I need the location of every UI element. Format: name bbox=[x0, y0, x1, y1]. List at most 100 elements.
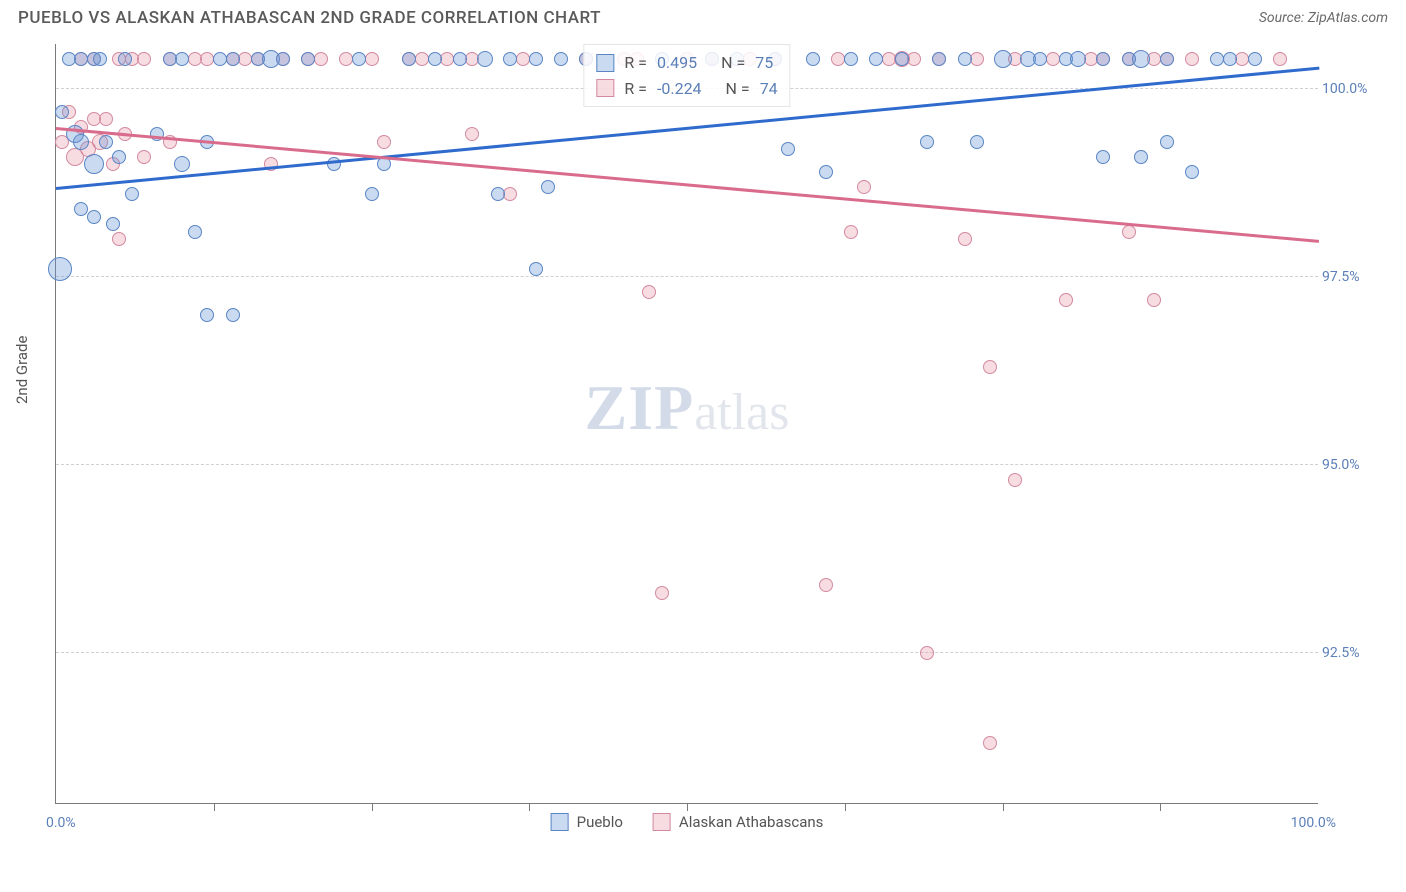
data-point-series1[interactable] bbox=[1033, 52, 1047, 66]
gridline-h bbox=[56, 464, 1318, 465]
data-point-series2[interactable] bbox=[907, 52, 921, 66]
data-point-series1[interactable] bbox=[781, 142, 795, 156]
data-point-series1[interactable] bbox=[869, 52, 883, 66]
data-point-series1[interactable] bbox=[554, 52, 568, 66]
data-point-series1[interactable] bbox=[84, 154, 104, 174]
data-point-series2[interactable] bbox=[970, 52, 984, 66]
source-attribution: Source: ZipAtlas.com bbox=[1259, 10, 1388, 26]
data-point-series1[interactable] bbox=[150, 127, 164, 141]
data-point-series1[interactable] bbox=[503, 52, 517, 66]
data-point-series1[interactable] bbox=[541, 180, 555, 194]
data-point-series2[interactable] bbox=[503, 187, 517, 201]
r-label: R = bbox=[624, 76, 647, 102]
data-point-series2[interactable] bbox=[1008, 473, 1022, 487]
data-point-series1[interactable] bbox=[188, 225, 202, 239]
data-point-series2[interactable] bbox=[137, 52, 151, 66]
data-point-series1[interactable] bbox=[970, 135, 984, 149]
series2-swatch bbox=[596, 79, 614, 97]
data-point-series1[interactable] bbox=[1134, 150, 1148, 164]
data-point-series2[interactable] bbox=[1273, 52, 1287, 66]
data-point-series2[interactable] bbox=[1185, 52, 1199, 66]
data-point-series1[interactable] bbox=[491, 187, 505, 201]
stats-row-series1: R = 0.495 N = 75 bbox=[596, 50, 777, 76]
series2-swatch-icon bbox=[653, 813, 671, 831]
data-point-series1[interactable] bbox=[276, 52, 290, 66]
data-point-series1[interactable] bbox=[477, 51, 493, 67]
data-point-series1[interactable] bbox=[365, 187, 379, 201]
watermark: ZIPatlas bbox=[585, 371, 790, 445]
trend-line-series2 bbox=[56, 127, 1319, 242]
data-point-series1[interactable] bbox=[106, 217, 120, 231]
data-point-series1[interactable] bbox=[301, 52, 315, 66]
data-point-series2[interactable] bbox=[1147, 293, 1161, 307]
series2-n-value: 74 bbox=[760, 76, 778, 102]
y-axis-label: 2nd Grade bbox=[13, 336, 31, 404]
data-point-series2[interactable] bbox=[920, 646, 934, 660]
data-point-series1[interactable] bbox=[118, 52, 132, 66]
data-point-series1[interactable] bbox=[994, 50, 1012, 68]
data-point-series1[interactable] bbox=[529, 52, 543, 66]
data-point-series2[interactable] bbox=[857, 180, 871, 194]
data-point-series2[interactable] bbox=[465, 127, 479, 141]
data-point-series1[interactable] bbox=[99, 135, 113, 149]
data-point-series2[interactable] bbox=[365, 52, 379, 66]
data-point-series1[interactable] bbox=[453, 52, 467, 66]
chart-container: 2nd Grade ZIPatlas R = 0.495 N = 75 R = … bbox=[55, 34, 1388, 834]
data-point-series1[interactable] bbox=[920, 135, 934, 149]
data-point-series2[interactable] bbox=[137, 150, 151, 164]
series1-n-value: 75 bbox=[755, 50, 773, 76]
data-point-series1[interactable] bbox=[819, 165, 833, 179]
data-point-series1[interactable] bbox=[402, 52, 416, 66]
data-point-series1[interactable] bbox=[174, 156, 190, 172]
data-point-series1[interactable] bbox=[87, 210, 101, 224]
data-point-series2[interactable] bbox=[1059, 293, 1073, 307]
data-point-series1[interactable] bbox=[226, 308, 240, 322]
data-point-series1[interactable] bbox=[844, 52, 858, 66]
data-point-series1[interactable] bbox=[529, 262, 543, 276]
x-axis-min-label: 0.0% bbox=[46, 815, 76, 831]
data-point-series2[interactable] bbox=[655, 586, 669, 600]
data-point-series1[interactable] bbox=[1248, 52, 1262, 66]
data-point-series2[interactable] bbox=[112, 232, 126, 246]
data-point-series1[interactable] bbox=[1132, 50, 1150, 68]
data-point-series2[interactable] bbox=[1122, 225, 1136, 239]
data-point-series1[interactable] bbox=[1223, 52, 1237, 66]
data-point-series1[interactable] bbox=[93, 52, 107, 66]
data-point-series1[interactable] bbox=[1070, 51, 1086, 67]
data-point-series1[interactable] bbox=[1160, 135, 1174, 149]
watermark-atlas: atlas bbox=[694, 384, 789, 441]
data-point-series1[interactable] bbox=[1185, 165, 1199, 179]
data-point-series2[interactable] bbox=[983, 736, 997, 750]
data-point-series2[interactable] bbox=[819, 578, 833, 592]
data-point-series1[interactable] bbox=[1096, 52, 1110, 66]
data-point-series1[interactable] bbox=[352, 52, 366, 66]
data-point-series1[interactable] bbox=[112, 150, 126, 164]
x-tick bbox=[372, 803, 373, 811]
data-point-series1[interactable] bbox=[895, 52, 909, 66]
n-label: N = bbox=[726, 76, 750, 102]
data-point-series1[interactable] bbox=[73, 134, 89, 150]
data-point-series1[interactable] bbox=[1096, 150, 1110, 164]
data-point-series1[interactable] bbox=[48, 257, 72, 281]
data-point-series1[interactable] bbox=[200, 308, 214, 322]
data-point-series2[interactable] bbox=[642, 285, 656, 299]
data-point-series1[interactable] bbox=[958, 52, 972, 66]
data-point-series2[interactable] bbox=[958, 232, 972, 246]
data-point-series2[interactable] bbox=[314, 52, 328, 66]
data-point-series1[interactable] bbox=[1160, 52, 1174, 66]
data-point-series2[interactable] bbox=[983, 360, 997, 374]
data-point-series2[interactable] bbox=[844, 225, 858, 239]
data-point-series2[interactable] bbox=[99, 112, 113, 126]
x-tick bbox=[687, 803, 688, 811]
data-point-series1[interactable] bbox=[428, 52, 442, 66]
data-point-series1[interactable] bbox=[932, 52, 946, 66]
series-legend: Pueblo Alaskan Athabascans bbox=[551, 813, 824, 831]
data-point-series1[interactable] bbox=[226, 52, 240, 66]
data-point-series1[interactable] bbox=[125, 187, 139, 201]
data-point-series2[interactable] bbox=[377, 135, 391, 149]
data-point-series1[interactable] bbox=[175, 52, 189, 66]
data-point-series1[interactable] bbox=[806, 52, 820, 66]
legend-item-series1: Pueblo bbox=[551, 813, 623, 831]
data-point-series1[interactable] bbox=[55, 105, 69, 119]
series1-swatch-icon bbox=[551, 813, 569, 831]
